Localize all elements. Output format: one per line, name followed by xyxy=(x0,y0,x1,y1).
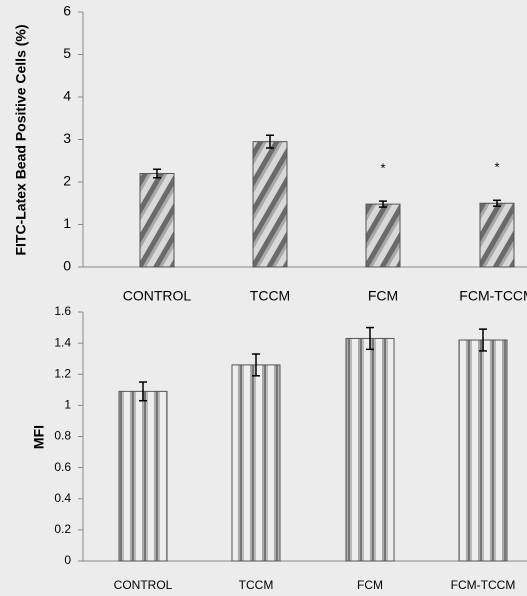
bar xyxy=(458,339,508,562)
bar xyxy=(231,364,281,562)
bar xyxy=(252,141,288,268)
y-tick-label: 4 xyxy=(63,88,71,104)
y-tick-label: 2 xyxy=(63,173,71,189)
annotation: * xyxy=(494,160,499,175)
y-tick-label: 3 xyxy=(63,130,71,146)
y-tick-label: 1.4 xyxy=(54,335,71,349)
x-tick-label: CONTROL xyxy=(114,578,173,592)
y-axis-label: MFI xyxy=(31,425,47,449)
x-tick-label: FCM-TCCM xyxy=(451,578,516,592)
x-tick-label: FCM xyxy=(368,288,398,304)
bar xyxy=(345,337,395,562)
y-tick-label: 1.2 xyxy=(54,366,71,380)
y-tick-label: 0.4 xyxy=(54,491,71,505)
y-tick-label: 0.2 xyxy=(54,522,71,536)
x-tick-label: FCM-TCCM xyxy=(459,288,527,304)
y-tick-label: 5 xyxy=(63,45,71,61)
x-tick-label: TCCM xyxy=(239,578,274,592)
bar xyxy=(365,203,401,268)
y-tick-label: 0 xyxy=(64,553,71,567)
annotation: * xyxy=(380,161,385,176)
x-tick-label: FCM xyxy=(357,578,383,592)
y-tick-label: 1 xyxy=(63,215,71,231)
y-tick-label: 1.6 xyxy=(54,304,71,318)
y-tick-label: 0 xyxy=(63,258,71,274)
bar xyxy=(479,202,515,268)
bar xyxy=(139,173,175,268)
bar xyxy=(118,390,168,562)
y-tick-label: 0.6 xyxy=(54,460,71,474)
y-axis-label: FITC-Latex Bead Positive Cells (%) xyxy=(13,24,29,255)
y-tick-label: 6 xyxy=(63,3,71,19)
y-tick-label: 0.8 xyxy=(54,429,71,443)
x-tick-label: CONTROL xyxy=(123,288,192,304)
y-tick-label: 1 xyxy=(64,398,71,412)
x-tick-label: TCCM xyxy=(250,288,290,304)
